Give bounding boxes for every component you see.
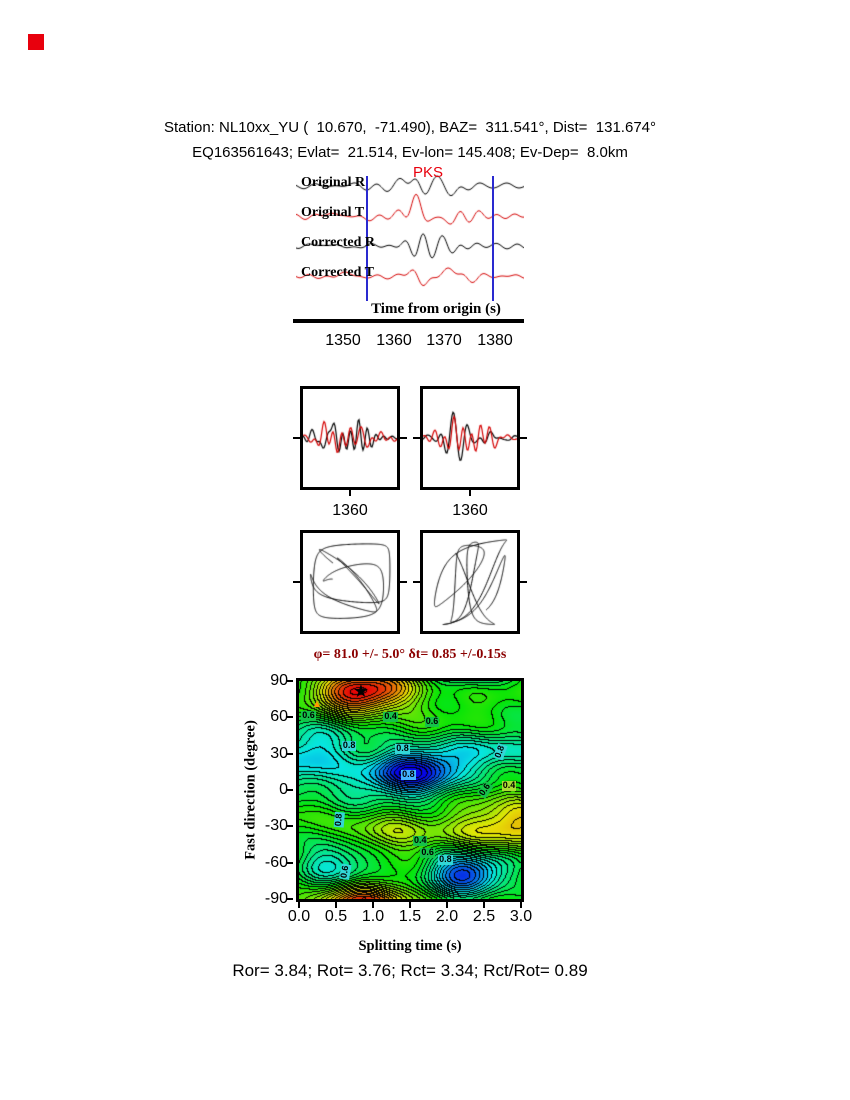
seismogram-traces-canvas bbox=[296, 163, 524, 311]
tick-mark bbox=[287, 862, 293, 864]
time-tick-label: 1350 bbox=[325, 332, 361, 349]
contour-xtick-label: 2.0 bbox=[435, 908, 459, 925]
window-start-line bbox=[366, 176, 368, 307]
zoom-waveform-left-panel bbox=[300, 386, 400, 490]
tick-mark bbox=[287, 680, 293, 682]
tick-mark bbox=[349, 490, 351, 496]
window-end-line bbox=[492, 176, 494, 307]
zoom-right-time-label: 1360 bbox=[452, 502, 488, 519]
contour-xlabel: Splitting time (s) bbox=[358, 938, 462, 954]
particle-motion-left-canvas bbox=[303, 533, 397, 631]
contour-ytick-label: -90 bbox=[264, 890, 288, 907]
contour-xtick-label: 3.0 bbox=[509, 908, 533, 925]
contour-label: 0.8 bbox=[401, 769, 416, 781]
contour-xtick-label: 0.0 bbox=[287, 908, 311, 925]
zoom-waveform-left-canvas bbox=[303, 389, 397, 487]
tick-mark bbox=[520, 581, 527, 583]
trace-label-original-r: Original R bbox=[301, 175, 366, 190]
contour-label: 0.8 bbox=[341, 740, 357, 752]
time-axis-line bbox=[293, 319, 524, 323]
contour-xtick-label: 1.5 bbox=[398, 908, 422, 925]
best-solution-star-icon: ★ bbox=[352, 680, 370, 701]
contour-label: 0.4 bbox=[501, 780, 517, 792]
event-header: EQ163561643; Evlat= 21.514, Ev-lon= 145.… bbox=[192, 144, 628, 161]
splitting-result-title: φ= 81.0 +/- 5.0° δt= 0.85 +/-0.15s bbox=[313, 647, 507, 662]
tick-mark bbox=[293, 437, 300, 439]
contour-ytick-label: -30 bbox=[264, 817, 288, 834]
tick-mark bbox=[520, 437, 527, 439]
contour-label: 0.6 bbox=[301, 710, 316, 721]
contour-ytick-label: -60 bbox=[264, 854, 288, 871]
station-header: Station: NL10xx_YU ( 10.670, -71.490), B… bbox=[163, 119, 656, 136]
contour-label: 0.6 bbox=[420, 846, 435, 858]
contour-xtick-label: 1.0 bbox=[361, 908, 385, 925]
zoom-waveform-right-canvas bbox=[423, 389, 517, 487]
tick-mark bbox=[520, 902, 522, 908]
contour-ytick-label: 30 bbox=[270, 745, 288, 762]
red-square-marker bbox=[28, 34, 44, 50]
zoom-left-time-label: 1360 bbox=[332, 502, 368, 519]
contour-label: 0.8 bbox=[332, 812, 345, 828]
quality-stats: Ror= 3.84; Rot= 3.76; Rct= 3.34; Rct/Rot… bbox=[232, 961, 588, 980]
time-axis-title: Time from origin (s) bbox=[346, 301, 526, 318]
tick-mark bbox=[287, 789, 293, 791]
contour-ytick-label: 0 bbox=[279, 781, 288, 798]
tick-mark bbox=[446, 902, 448, 908]
contour-ytick-label: 90 bbox=[270, 672, 288, 689]
tick-mark bbox=[335, 902, 337, 908]
phase-label: PKS bbox=[413, 164, 444, 181]
time-tick-label: 1360 bbox=[376, 332, 412, 349]
tick-mark bbox=[287, 898, 293, 900]
tick-mark bbox=[287, 753, 293, 755]
tick-mark bbox=[298, 902, 300, 908]
tick-mark bbox=[413, 581, 420, 583]
particle-motion-left-panel bbox=[300, 530, 400, 634]
trace-label-corrected-r: Corrected R bbox=[301, 235, 375, 250]
tick-mark bbox=[400, 437, 407, 439]
trace-label-original-t: Original T bbox=[301, 205, 365, 220]
tick-mark bbox=[287, 825, 293, 827]
contour-ytick-label: 60 bbox=[270, 708, 288, 725]
contour-xtick-label: 0.5 bbox=[324, 908, 348, 925]
time-tick-label: 1370 bbox=[426, 332, 462, 349]
contour-label: 0.6 bbox=[424, 716, 440, 728]
trace-label-corrected-t: Corrected T bbox=[301, 265, 374, 280]
contour-label: 0.4 bbox=[383, 711, 398, 723]
contour-label: 0.4 bbox=[412, 834, 428, 846]
tick-mark bbox=[372, 902, 374, 908]
contour-xtick-label: 2.5 bbox=[472, 908, 496, 925]
tick-mark bbox=[293, 581, 300, 583]
triangle-marker-icon: ▲ bbox=[311, 698, 323, 711]
time-tick-label: 1380 bbox=[477, 332, 513, 349]
tick-mark bbox=[287, 716, 293, 718]
particle-motion-right-canvas bbox=[423, 533, 517, 631]
contour-label: 0.8 bbox=[438, 854, 453, 866]
tick-mark bbox=[400, 581, 407, 583]
zoom-waveform-right-panel bbox=[420, 386, 520, 490]
tick-mark bbox=[413, 437, 420, 439]
contour-label: 0.8 bbox=[395, 742, 410, 754]
tick-mark bbox=[409, 902, 411, 908]
tick-mark bbox=[483, 902, 485, 908]
tick-mark bbox=[469, 490, 471, 496]
particle-motion-right-panel bbox=[420, 530, 520, 634]
